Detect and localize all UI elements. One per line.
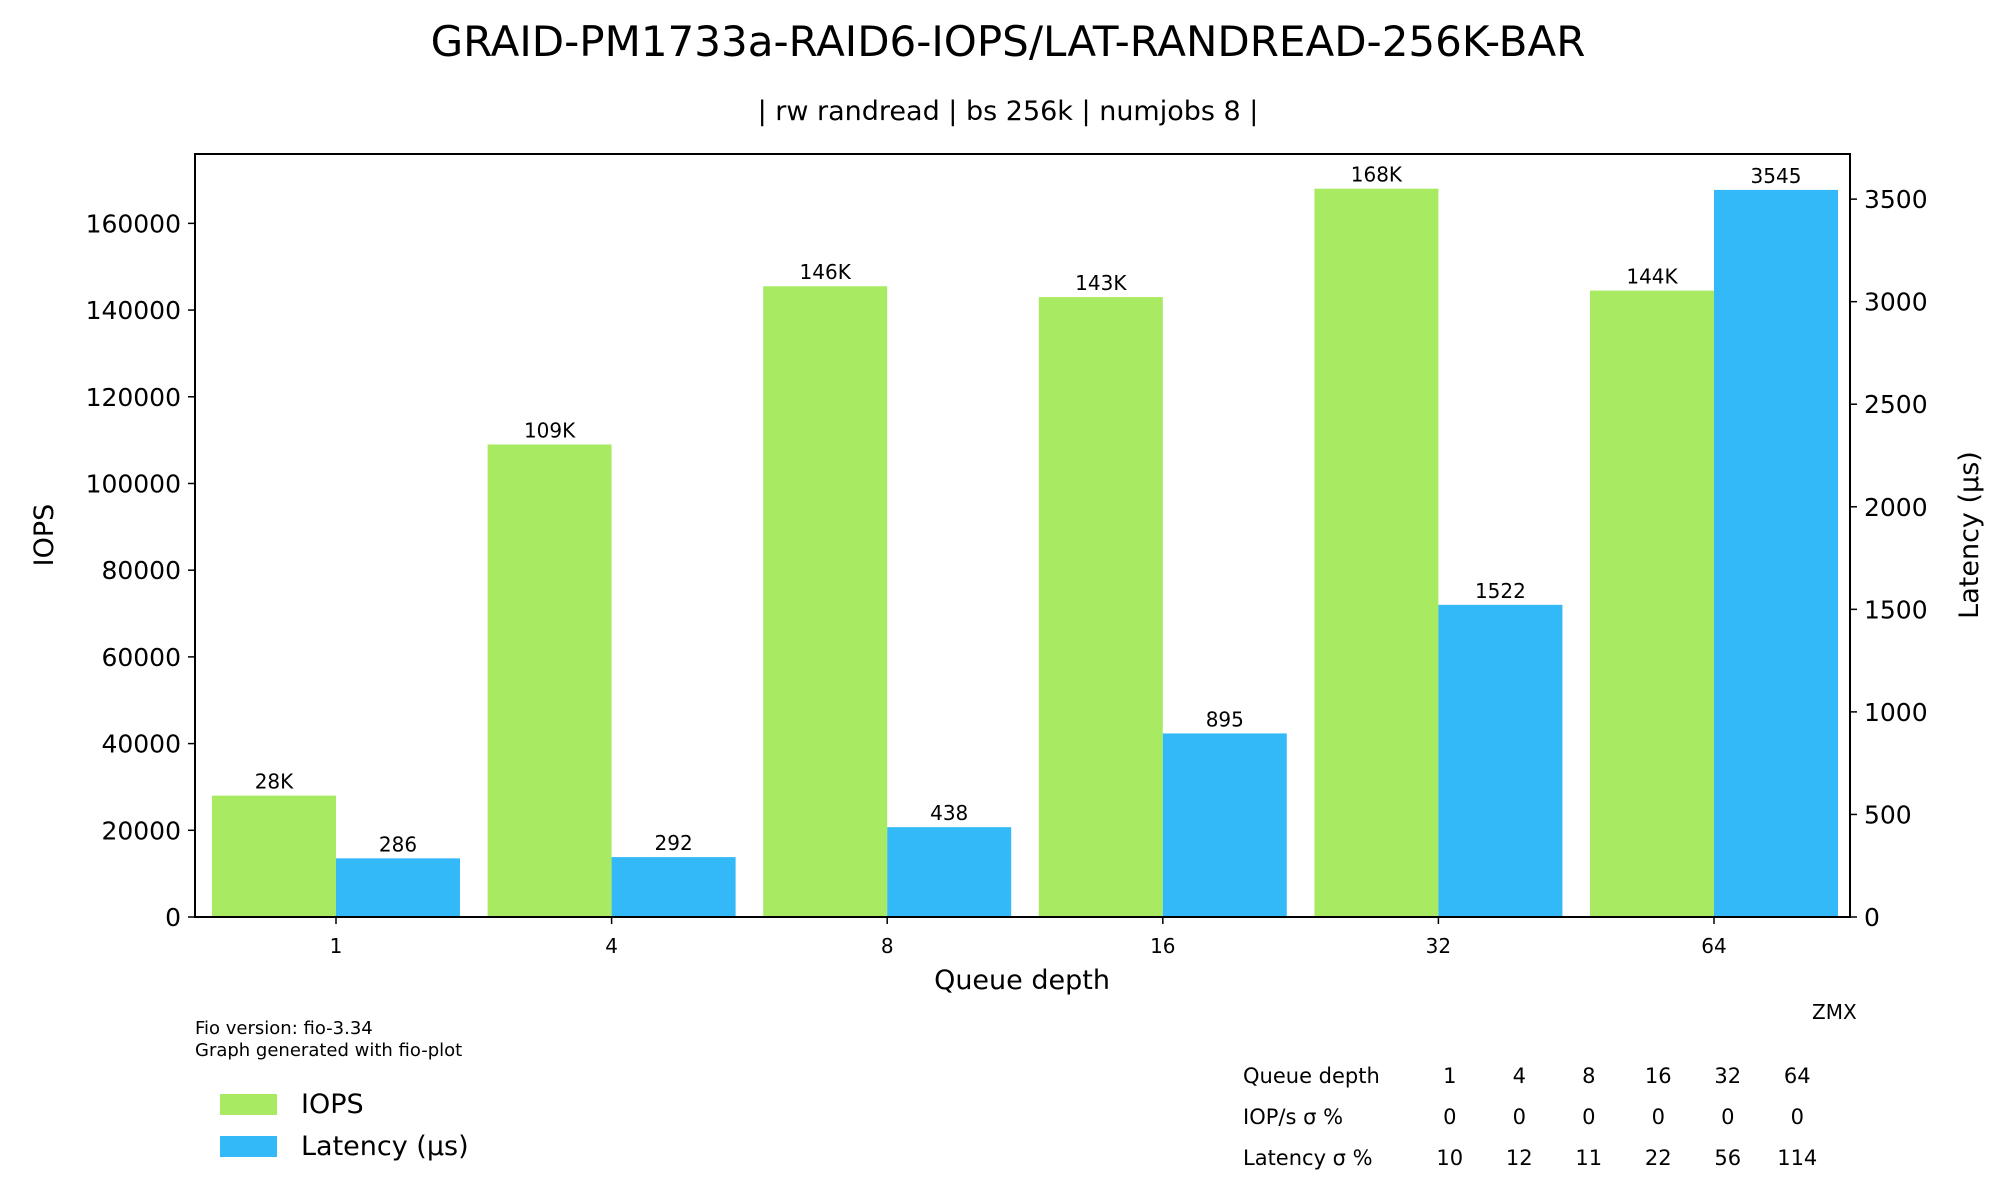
stats-table: Queue depth 1 4 8 16 32 64 IOP/s σ % 0 0… xyxy=(1243,1055,1832,1178)
stats-cell: 56 xyxy=(1714,1145,1742,1170)
latency-bar xyxy=(611,857,736,917)
legend-item-latency: Latency (µs) xyxy=(220,1125,469,1167)
x-tick-label: 8 xyxy=(881,934,894,958)
iops-bar xyxy=(212,795,336,917)
x-tick-label: 32 xyxy=(1426,934,1451,958)
fio-version: Fio version: fio-3.34 xyxy=(195,1018,373,1039)
latency-bar xyxy=(1438,604,1563,917)
stats-cell: 0 xyxy=(1582,1104,1596,1129)
y-tick-label: 100000 xyxy=(86,469,181,498)
y2-tick-label: 1000 xyxy=(1864,698,1928,727)
x-tick-label: 64 xyxy=(1701,934,1726,958)
x-tick-label: 4 xyxy=(605,934,618,958)
footer-info: Fio version: fio-3.34 Graph generated wi… xyxy=(195,1018,462,1062)
y-tick-label: 140000 xyxy=(86,296,181,325)
iops-bar xyxy=(763,286,888,917)
y-tick-label: 80000 xyxy=(101,556,181,585)
stats-row-label: IOP/s σ % xyxy=(1243,1104,1344,1129)
iops-bar xyxy=(1038,297,1163,917)
y2-tick-label: 3500 xyxy=(1864,185,1928,214)
x-tick-label: 1 xyxy=(330,934,343,958)
stats-cell: 22 xyxy=(1644,1145,1672,1170)
y2-axis-label: Latency (µs) xyxy=(1954,451,1985,619)
iops-bar-label: 143K xyxy=(1075,271,1127,295)
latency-bar xyxy=(887,827,1012,917)
legend-label-latency: Latency (µs) xyxy=(301,1130,469,1162)
y-tick-label: 60000 xyxy=(101,643,181,672)
stats-cell: 10 xyxy=(1436,1145,1464,1170)
generated-by: Graph generated with fio-plot xyxy=(195,1040,463,1061)
iops-bar-label: 168K xyxy=(1351,163,1403,187)
stats-row-label: Queue depth xyxy=(1243,1063,1380,1088)
y-axis-label: IOPS xyxy=(29,504,60,567)
iops-bar xyxy=(1314,188,1439,917)
iops-bar-label: 109K xyxy=(524,418,576,442)
stats-cell: 0 xyxy=(1512,1104,1526,1129)
y2-tick-label: 3000 xyxy=(1864,288,1928,317)
x-tick-label: 16 xyxy=(1150,934,1175,958)
legend-item-iops: IOPS xyxy=(220,1083,469,1125)
iops-bar-label: 144K xyxy=(1626,265,1678,289)
stats-cell: 11 xyxy=(1575,1145,1603,1170)
latency-bar-label: 895 xyxy=(1206,707,1244,731)
iops-bar xyxy=(1590,290,1714,917)
iops-bar-label: 146K xyxy=(800,260,852,284)
latency-bar-label: 3545 xyxy=(1751,164,1802,188)
stats-cell: 32 xyxy=(1714,1063,1742,1088)
y2-tick-label: 1500 xyxy=(1864,595,1928,624)
stats-cell: 1 xyxy=(1443,1063,1457,1088)
y-tick-label: 20000 xyxy=(101,816,181,845)
stats-cell: 64 xyxy=(1783,1063,1811,1088)
y2-tick-label: 500 xyxy=(1864,800,1912,829)
stats-row-queue-depth: Queue depth 1 4 8 16 32 64 xyxy=(1243,1055,1832,1096)
stats-cell: 0 xyxy=(1790,1104,1804,1129)
stats-cell: 0 xyxy=(1651,1104,1665,1129)
chart-title: GRAID-PM1733a-RAID6-IOPS/LAT-RANDREAD-25… xyxy=(431,17,1586,66)
stats-cell: 0 xyxy=(1721,1104,1735,1129)
stats-cell: 8 xyxy=(1582,1063,1596,1088)
plot-area: 28K 286 1 109K 292 4 146K 438 8 143K 895 16 168K 1522… xyxy=(86,163,1928,958)
legend: IOPS Latency (µs) xyxy=(220,1083,469,1167)
y2-tick-label: 2000 xyxy=(1864,493,1928,522)
x-axis-label: Queue depth xyxy=(934,965,1110,996)
y2-tick-label: 0 xyxy=(1864,903,1880,932)
stats-cell: 16 xyxy=(1644,1063,1672,1088)
legend-label-iops: IOPS xyxy=(301,1088,364,1120)
stats-cell: 4 xyxy=(1512,1063,1526,1088)
iops-bar-label: 28K xyxy=(255,770,294,794)
y2-tick-label: 2500 xyxy=(1864,390,1928,419)
y-tick-label: 0 xyxy=(165,903,181,932)
y-tick-label: 40000 xyxy=(101,730,181,759)
legend-swatch-latency xyxy=(220,1135,277,1157)
stats-cell: 12 xyxy=(1505,1145,1533,1170)
iops-bar xyxy=(487,444,612,917)
latency-bar-label: 286 xyxy=(379,832,417,856)
stats-cell: 114 xyxy=(1777,1145,1818,1170)
latency-bar xyxy=(1714,189,1838,918)
plot-frame xyxy=(194,153,1851,918)
latency-bar-label: 292 xyxy=(655,831,693,855)
stats-row-iops-sigma: IOP/s σ % 0 0 0 0 0 0 xyxy=(1243,1096,1832,1137)
latency-bar xyxy=(1162,733,1287,917)
watermark-text: ZMX xyxy=(1812,1000,1857,1024)
latency-bar xyxy=(336,858,460,917)
latency-bar-label: 1522 xyxy=(1475,579,1526,603)
latency-bar-label: 438 xyxy=(930,801,968,825)
stats-row-latency-sigma: Latency σ % 10 12 11 22 56 114 xyxy=(1243,1137,1832,1178)
y-tick-label: 160000 xyxy=(86,209,181,238)
stats-cell: 0 xyxy=(1443,1104,1457,1129)
y-tick-label: 120000 xyxy=(86,383,181,412)
stats-row-label: Latency σ % xyxy=(1243,1145,1373,1170)
chart-subtitle: | rw randread | bs 256k | numjobs 8 | xyxy=(758,96,1259,127)
legend-swatch-iops xyxy=(220,1093,277,1115)
